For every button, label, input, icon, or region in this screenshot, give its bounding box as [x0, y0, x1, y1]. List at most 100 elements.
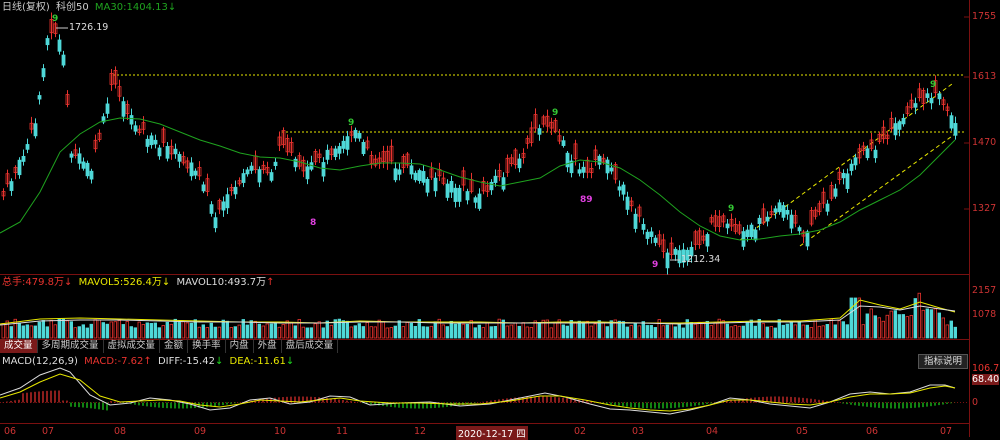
volume-bar: [721, 320, 725, 339]
volume-bar: [341, 320, 345, 339]
volume-bar: [533, 320, 537, 339]
volume-bar: [725, 323, 729, 339]
x-axis-label: 02: [574, 426, 587, 437]
candle: [369, 155, 374, 164]
candle: [781, 205, 786, 218]
candle: [745, 229, 750, 238]
candle: [205, 178, 210, 192]
volume-bar: [217, 326, 221, 339]
volume-bar: [921, 309, 925, 339]
candle: [373, 158, 378, 166]
volume-bar: [769, 326, 773, 339]
volume-bar: [925, 308, 929, 339]
volume-bar: [557, 319, 561, 339]
volume-bar: [201, 324, 205, 339]
volume-bar: [133, 327, 137, 339]
candle: [5, 173, 10, 185]
volume-bar: [717, 318, 721, 339]
tab-after-hours-volume[interactable]: 盘后成交量: [282, 339, 339, 353]
volume-bar: [421, 326, 425, 339]
candle: [569, 160, 574, 174]
candle: [561, 140, 566, 146]
x-axis-label: 03: [632, 426, 645, 437]
candle: [581, 166, 586, 173]
volume-bar: [577, 320, 581, 339]
indicator-help-button[interactable]: 指标说明: [918, 354, 969, 369]
candle: [77, 153, 82, 164]
candle: [225, 194, 230, 209]
candle: [853, 157, 858, 166]
candle: [397, 169, 402, 175]
candle: [829, 185, 834, 199]
candle: [409, 165, 414, 175]
volume-bar: [597, 320, 601, 339]
macd-axis-label: 0: [972, 397, 979, 408]
volume-bar: [893, 310, 897, 339]
candle: [521, 152, 526, 158]
candle: [157, 147, 162, 157]
price-axis-label: 1613: [972, 71, 997, 82]
candle: [809, 210, 814, 225]
candle: [85, 162, 90, 177]
tab-inner-volume[interactable]: 内盘: [226, 339, 254, 353]
volume-bar: [461, 323, 465, 339]
candlestick-series: [1, 12, 958, 275]
candle: [113, 69, 118, 85]
volume-bar: [861, 324, 865, 339]
low-price-annotation: 1212.34: [681, 254, 721, 265]
volume-bar: [729, 326, 733, 339]
candle: [817, 203, 822, 213]
volume-bar: [181, 321, 185, 339]
candle: [557, 135, 562, 142]
candle: [929, 98, 934, 104]
macd-label: MACD:: [84, 356, 118, 367]
candle: [393, 168, 398, 181]
td-marker: 9: [52, 14, 59, 24]
candle: [17, 159, 22, 176]
candle: [245, 169, 250, 175]
volume-bar: [73, 327, 77, 339]
volume-bar: [797, 320, 801, 339]
tab-amount[interactable]: 金额: [160, 339, 189, 353]
tab-volume[interactable]: 成交量: [0, 339, 38, 353]
tab-outer-volume[interactable]: 外盘: [254, 339, 282, 353]
candle: [757, 217, 762, 224]
volume-bar: [53, 324, 57, 339]
candle: [601, 157, 606, 163]
candle: [361, 141, 366, 155]
candle: [141, 122, 146, 130]
volume-bar: [245, 324, 249, 339]
x-axis-cursor-date: 2020-12-17 四: [456, 426, 528, 440]
candle: [549, 121, 554, 129]
ma-arrow: ↓: [167, 2, 177, 13]
candle: [913, 103, 918, 108]
candle: [257, 169, 262, 183]
volume-bar: [945, 324, 949, 339]
volume-bar: [449, 320, 453, 339]
candle: [261, 164, 266, 171]
volume-bar: [493, 326, 497, 339]
volume-bar: [129, 326, 133, 339]
volume-bar: [481, 327, 485, 339]
candle: [101, 116, 106, 123]
volume-bar: [253, 320, 257, 339]
volume-bar: [405, 322, 409, 339]
instrument-name[interactable]: 科创50: [56, 2, 89, 13]
tab-turnover[interactable]: 换手率: [188, 339, 226, 353]
volume-bar: [389, 327, 393, 339]
volume-bar: [517, 325, 521, 339]
volume-bar: [749, 319, 753, 339]
candle: [65, 94, 70, 105]
candle: [41, 68, 46, 78]
tab-virtual-volume[interactable]: 虚拟成交量: [104, 339, 161, 353]
candle: [37, 95, 42, 100]
volume-bar: [877, 317, 881, 339]
candle: [573, 143, 578, 160]
mavol5-label: MAVOL5:: [78, 277, 124, 288]
candle: [269, 172, 274, 181]
tab-multi-period-volume[interactable]: 多周期成交量: [38, 339, 104, 353]
candle: [597, 155, 602, 165]
candle: [49, 19, 54, 34]
candle: [433, 177, 438, 192]
